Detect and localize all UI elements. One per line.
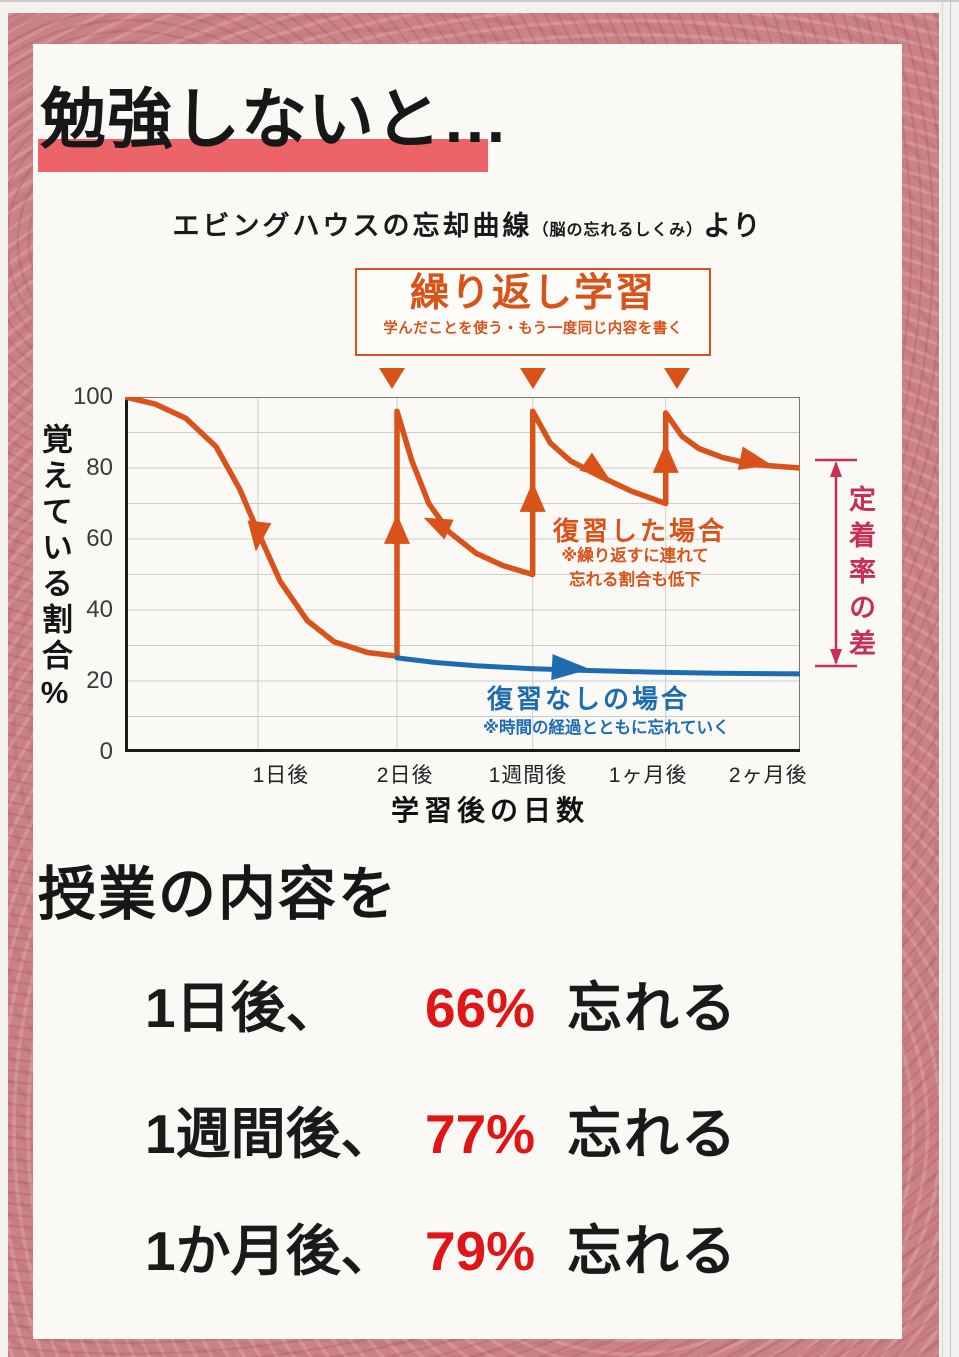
plot-area: [125, 397, 800, 752]
summary-row-value: 66%: [425, 977, 536, 1039]
summary-row-suffix: 忘れる: [567, 977, 739, 1039]
y-tick-label: 40: [86, 596, 113, 623]
subtitle-main: エビングハウスの忘却曲線: [172, 211, 533, 241]
x-tick-label: 2日後: [376, 764, 434, 787]
review-arrow-down-icon: [664, 368, 691, 389]
poster-subtitle: エビングハウスの忘却曲線（脳の忘れるしくみ）より: [33, 204, 902, 244]
x-tick-label: 1ヶ月後: [608, 764, 688, 787]
x-tick-label: 1日後: [252, 764, 310, 787]
forgetting-curve-chart: 覚えている割合% 100 80 60 40 20 0 1日後 2日後 1週間後 1ヶ月後 2ヶ月後…: [33, 383, 902, 833]
poster-page: 勉強しないと… エビングハウスの忘却曲線（脳の忘れるしくみ）より 繰り返し学習 …: [33, 44, 902, 1339]
summary-row-suffix: 忘れる: [567, 1103, 739, 1165]
summary-row-label: 1日後、: [145, 977, 341, 1039]
y-tick-label: 0: [99, 738, 113, 765]
repeat-learning-box: 繰り返し学習 学んだことを使う・もう一度同じ内容を書く: [355, 268, 711, 356]
review-arrow-down-icon: [519, 368, 546, 389]
summary-row-value: 79%: [425, 1220, 536, 1282]
y-tick-label: 20: [86, 667, 113, 694]
summary-row: 1日後、 66% 忘れる: [145, 963, 738, 1043]
pink-border-frame: 勉強しないと… エビングハウスの忘却曲線（脳の忘れるしくみ）より 繰り返し学習 …: [8, 13, 939, 1357]
scan-edge-line: [942, 0, 943, 1357]
scan-edge-line: [950, 0, 951, 1357]
summary-row-label: 1週間後、: [145, 1103, 396, 1165]
series-reviewed-note-line1: ※繰り返すに連れて: [561, 547, 709, 565]
poster-title: 勉強しないと…: [40, 82, 509, 156]
summary-row-value: 77%: [425, 1103, 536, 1165]
retention-gap-arrow-icon: [815, 458, 857, 668]
y-tick-label: 60: [86, 525, 113, 552]
summary-row: 1週間後、 77% 忘れる: [145, 1089, 738, 1169]
scan-top-edge: [0, 0, 959, 2]
title-highlight-bar: [38, 139, 488, 172]
x-tick-label: 2ヶ月後: [728, 764, 808, 787]
repeat-learning-note: 学んだことを使う・もう一度同じ内容を書く: [383, 320, 683, 337]
retention-gap-label: 定着率の差: [845, 485, 875, 665]
subtitle-suffix: より: [703, 210, 763, 241]
summary-row-label: 1か月後、: [145, 1220, 396, 1282]
series-no-review-note: ※時間の経過とともに忘れていく: [483, 719, 730, 737]
subtitle-paren: （脳の忘れるしくみ）: [532, 222, 704, 239]
x-axis-label: 学習後の日数: [390, 795, 589, 826]
summary-row: 1か月後、 79% 忘れる: [145, 1206, 738, 1286]
summary-heading: 授業の内容を: [38, 862, 399, 927]
repeat-learning-title: 繰り返し学習: [409, 272, 656, 315]
summary-row-suffix: 忘れる: [567, 1220, 739, 1282]
y-tick-label: 80: [86, 454, 113, 481]
x-tick-label: 1週間後: [488, 764, 568, 787]
series-reviewed-note-line2: 忘れる割合も低下: [569, 570, 701, 589]
y-tick-label: 100: [72, 383, 113, 410]
review-arrow-down-icon: [379, 368, 406, 389]
y-axis-label: 覚えている割合%: [37, 423, 72, 715]
series-reviewed-label: 復習した場合: [553, 516, 728, 546]
series-no-review-label: 復習なしの場合: [487, 684, 691, 714]
series-reviewed-note: ※繰り返すに連れて 忘れる割合も低下: [517, 545, 753, 593]
